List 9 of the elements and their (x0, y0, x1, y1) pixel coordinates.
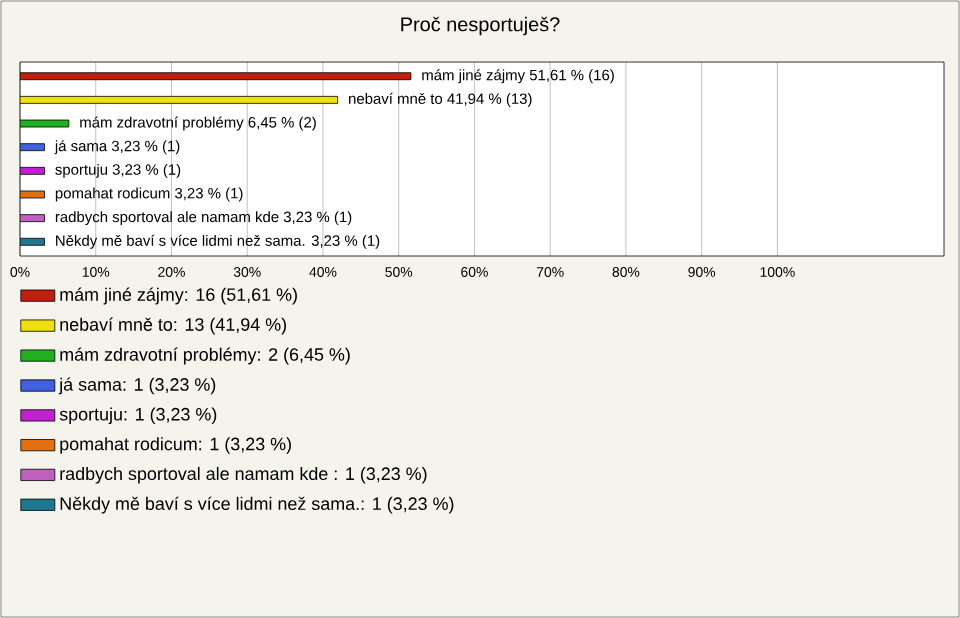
legend-label: pomahat rodicum: 1 (3,23 %) (60, 437, 291, 454)
chart-title: Proč nesportuješ? (401, 16, 560, 36)
legend-label: já sama: 1 (3,23 %) (58, 377, 216, 395)
legend-label: mám zdravotní problémy: 2 (6,45 %) (60, 347, 350, 365)
legend-label: nebaví mně to: 13 (41,94 %) (60, 317, 287, 335)
legend-label: mám jiné zájmy: 16 (51,61 %) (60, 287, 297, 305)
legend-label: radbych sportoval ale namam kde : 1 (3,23 %) (60, 466, 427, 484)
legend-label: sportuju: 1 (3,23 %) (59, 407, 217, 425)
legend-label: Někdy mě baví s více lidmi než sama.: 1 (3,23 %) (60, 496, 454, 514)
